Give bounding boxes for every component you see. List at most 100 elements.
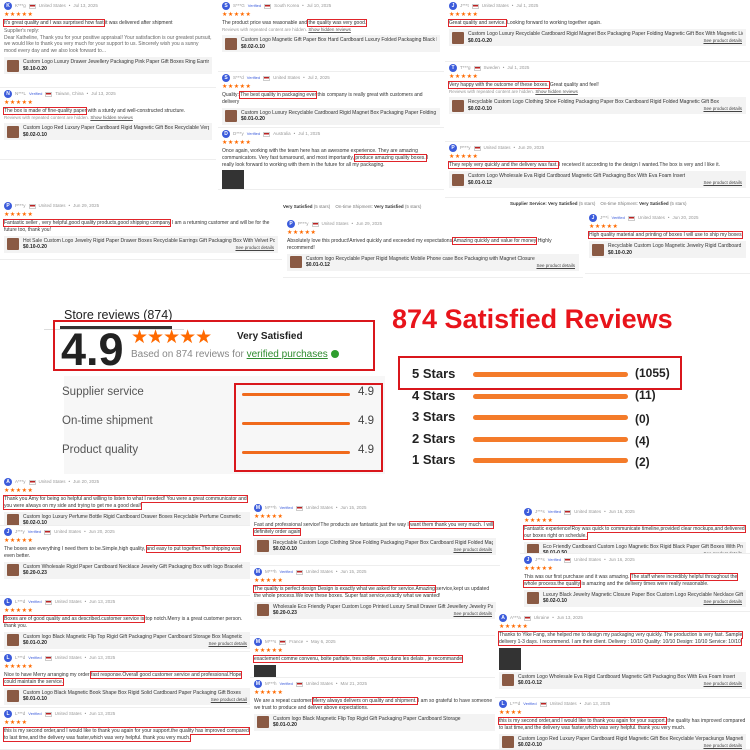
hidden-note-text: Reviews with repeated content are hidden… — [4, 114, 90, 120]
see-product-details-link[interactable]: See product details — [703, 38, 742, 44]
reviewer-country: United States — [574, 508, 602, 514]
review-stars: ★★★★★ — [4, 538, 34, 544]
review-stars: ★★★★★ — [254, 690, 284, 696]
product-row[interactable]: Recyclable Custom Logo Magnetic Jewelry … — [589, 240, 746, 259]
product-thumbnail — [452, 173, 464, 186]
see-product-details-link[interactable]: See product details — [703, 180, 742, 186]
verified-badge: Verified — [279, 569, 293, 575]
product-row[interactable]: Recyclable Custom Logo Clothing Shoe Fol… — [254, 537, 496, 556]
product-thumbnail — [502, 736, 514, 749]
verified-badge: Verified — [28, 599, 42, 605]
sub-ratings — [64, 376, 386, 474]
see-product-details-link[interactable]: See product details — [208, 641, 247, 647]
review-card: D D***y Verified Australia • Jul 1, 2025 ★… — [218, 128, 444, 190]
review-text-pre: Absolutely love this product!Arrived qui… — [287, 238, 454, 245]
product-row[interactable]: Custom logo Black Magnetic Flip Top Rigi… — [254, 713, 496, 732]
sub-rating-label: On-time shipment — [62, 415, 153, 427]
see-product-details-link[interactable]: See product details — [703, 599, 742, 605]
product-row[interactable]: Hot Sale Custom Logo Jewelry Rigid Paper… — [4, 235, 278, 254]
verified-purchases-link[interactable]: verified purchases — [246, 349, 328, 360]
sub-rating-highlight-box — [234, 383, 383, 472]
sub-rating-label: Product quality — [62, 444, 139, 456]
verified-badge: Verified — [279, 681, 293, 687]
verified-badge: Verified — [523, 701, 537, 707]
product-row[interactable]: Custom Logo Luxury Recyclable Cardboard … — [222, 107, 440, 126]
reviewer-name: M***s — [265, 638, 277, 644]
review-text-post: it was delivered after shipment — [103, 20, 173, 27]
see-product-details-link[interactable]: See product details — [703, 743, 742, 749]
tab-store-reviews[interactable]: Store reviews (874) — [64, 308, 173, 322]
satisfied-summary-panel: 874 Satisfied Reviews 5 Stars (1055) 4 St… — [385, 300, 710, 478]
product-row[interactable]: Eco Friendly Cardboard Custom Logo Magne… — [524, 541, 746, 554]
product-row[interactable]: Custom Logo Wholesale Eva Rigid Cardboar… — [499, 671, 746, 690]
review-card: P P***y United States • Jun 29, 2025 ★★★★… — [283, 218, 583, 278]
review-stars: ★★★★★ — [4, 664, 34, 670]
avatar: K — [4, 2, 12, 10]
product-price: $0.01-0.20 — [468, 37, 492, 44]
star-level-count: (4) — [635, 433, 650, 448]
product-row[interactable]: Custom Logo Luxury Recyclable Cardboard … — [449, 28, 746, 47]
review-photo[interactable] — [222, 170, 244, 189]
review-text: Quality: The best quality in packaging e… — [222, 91, 440, 106]
see-product-details-link[interactable]: See product details — [703, 551, 742, 554]
product-row[interactable]: Custom logo Black Magnetic Flip Top Rigi… — [4, 631, 251, 650]
avatar: N — [4, 90, 12, 98]
rating-summary-strip: Very Satisfied (5 stars) On-time Shipmen… — [283, 204, 421, 209]
product-row[interactable]: Custom Logo Luxury Drawer Jewellery Pack… — [4, 56, 212, 75]
star-level-label: 4 Stars — [412, 387, 456, 403]
show-hidden-reviews-link[interactable]: Show hidden reviews — [90, 114, 133, 120]
review-header: J J***s Verified United States • Jun 16, 2… — [524, 556, 746, 564]
see-product-details-link[interactable]: See product details — [536, 263, 575, 269]
avatar: S — [222, 2, 230, 10]
product-row[interactable]: Luxury Black Jewelry Magnetic Closure Pa… — [524, 589, 746, 608]
review-text: this is my second order,and I would like… — [497, 717, 746, 732]
star-level-count: (11) — [635, 387, 656, 402]
reviewer-country: United States — [38, 2, 66, 8]
product-row[interactable]: Custom Wholesale Rigid Paper Cardboard N… — [4, 561, 251, 580]
country-flag-icon — [263, 75, 271, 81]
review-stars: ★★★★★ — [222, 84, 252, 90]
country-flag-icon — [28, 3, 36, 9]
show-hidden-reviews-link[interactable]: Show hidden reviews — [535, 88, 578, 94]
review-date: Jun 13, 2025 — [89, 654, 116, 660]
reviewer-name: L***d — [15, 710, 26, 716]
star-level-bar — [473, 415, 628, 420]
review-photo[interactable] — [499, 647, 521, 670]
review-stars: ★★★★★ — [499, 624, 529, 630]
reviewer-country: United States — [38, 478, 66, 484]
star-level-bar — [473, 436, 628, 442]
review-date: Jun 29, 2025 — [356, 220, 383, 226]
see-product-details-link[interactable]: See product details — [453, 547, 492, 553]
reviewer-name: P***y — [298, 220, 309, 226]
review-date: Jun 13, 2025 — [89, 710, 116, 716]
review-card: K K***g United States • Jul 13, 2025 ★★★★… — [0, 0, 216, 88]
country-flag-icon — [28, 479, 36, 485]
strip-value: Very Satisfied — [374, 204, 404, 209]
show-hidden-reviews-link[interactable]: Show hidden reviews — [308, 26, 351, 32]
five-star-highlight-box — [398, 356, 682, 390]
see-product-details-link[interactable]: See product details — [453, 611, 492, 617]
product-row[interactable]: Custom Logo Wholesale Eva Rigid Cardboar… — [449, 170, 746, 189]
see-product-details-link[interactable]: See product details — [703, 106, 742, 112]
product-row[interactable]: Recyclable Custom Logo Clothing Shoe Fol… — [449, 96, 746, 115]
review-text-post: Looking forward to working together agai… — [505, 20, 602, 27]
review-stars: ★★★★★ — [524, 566, 554, 572]
reviewer-name: S***G — [233, 2, 245, 8]
review-date: Mar 21, 2025 — [340, 680, 367, 686]
product-row[interactable]: Custom Logo Red Luxury Paper Cardboard R… — [4, 122, 212, 141]
see-product-details-link[interactable]: See product details — [235, 245, 274, 251]
avatar: T — [449, 64, 457, 72]
product-row[interactable]: Custom Logo Magnetic Gift Paper Box Hard… — [222, 34, 440, 53]
review-photo[interactable] — [254, 664, 276, 677]
product-row[interactable]: Custom Logo Black Magnetic Book Shape Bo… — [4, 687, 251, 706]
avatar: M — [254, 680, 262, 688]
product-row[interactable]: Custom Logo Red Luxury Paper Cardboard R… — [499, 733, 746, 749]
avatar: J — [524, 508, 532, 516]
product-row[interactable]: Custom logo Recyclable Paper Rigid Magne… — [287, 253, 579, 272]
review-date: Jun 15, 2025 — [340, 568, 367, 574]
reviewer-name: M***h — [265, 568, 277, 574]
see-product-details-link[interactable]: See product detail — [210, 697, 247, 703]
product-row[interactable]: Custom logo Luxury Perfume Bottle Rigid … — [4, 511, 251, 525]
see-product-details-link[interactable]: See product details — [703, 681, 742, 687]
product-row[interactable]: Wholesale Eco Friendly Paper Custom Logo… — [254, 601, 496, 620]
